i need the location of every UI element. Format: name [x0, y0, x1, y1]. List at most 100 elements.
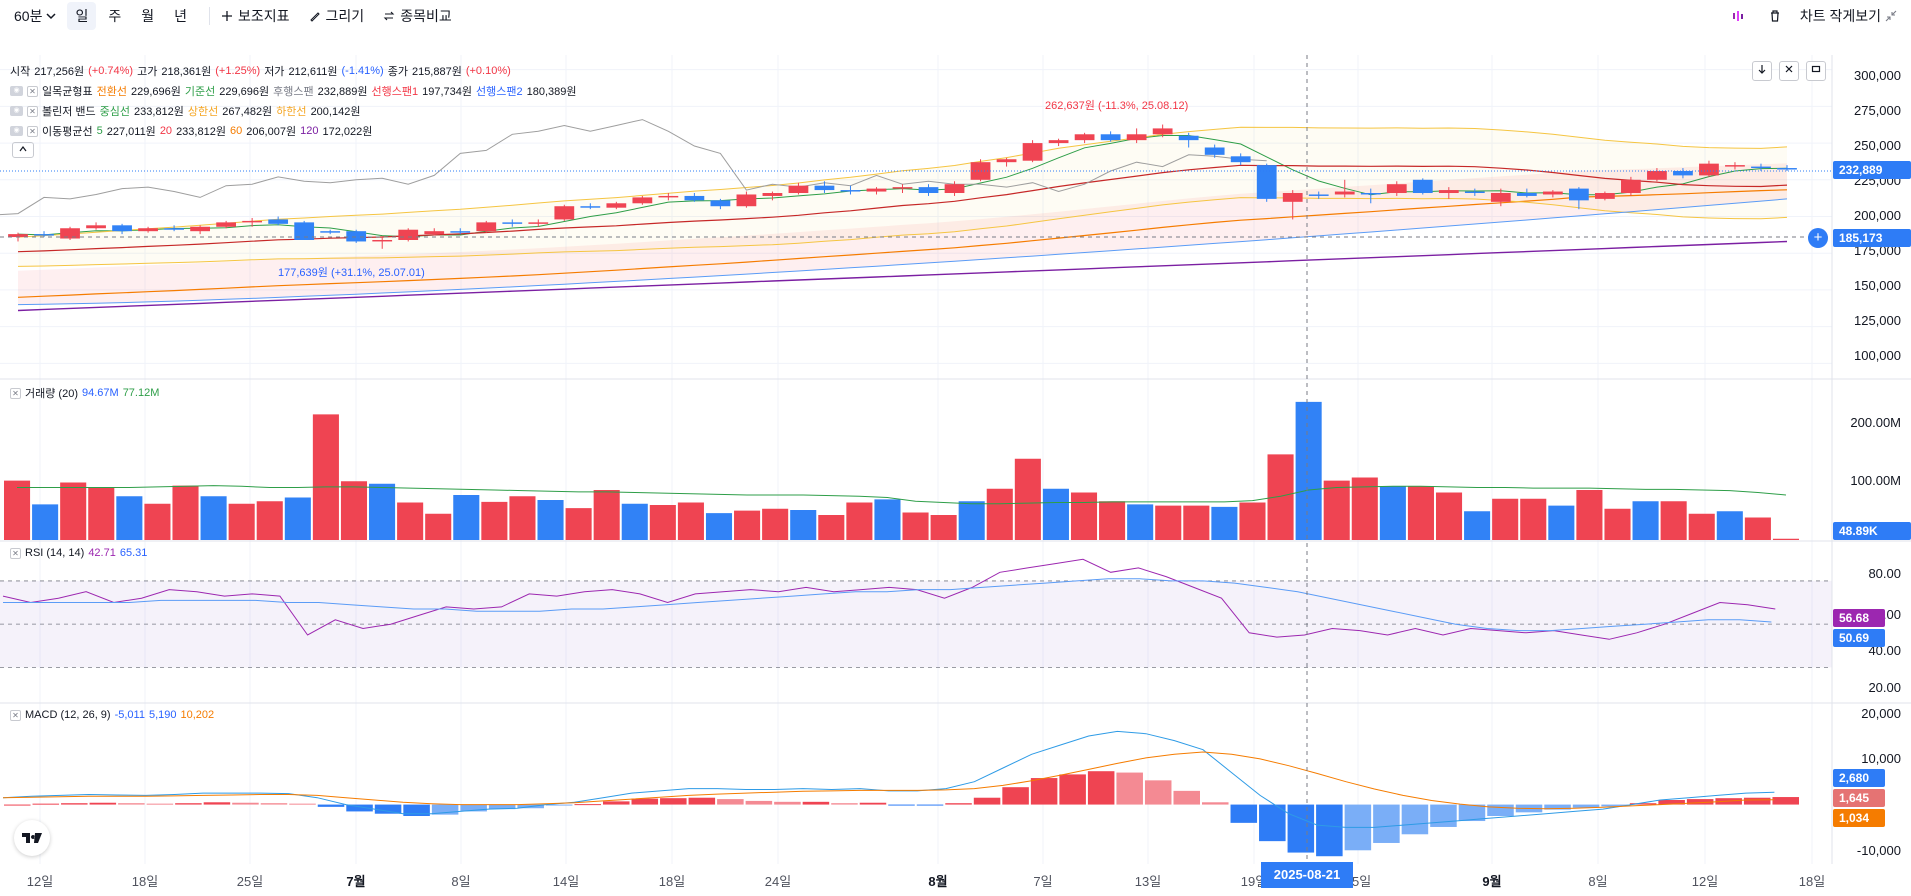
macd-histogram-bar — [146, 803, 174, 805]
time-axis-label: 24일 — [764, 874, 792, 889]
macd-histogram-bar — [488, 804, 516, 810]
time-axis-label: 25일 — [236, 874, 264, 889]
macd-histogram-bar — [545, 804, 573, 806]
delete-button[interactable] — [1768, 2, 1782, 30]
high-pct: (+1.25%) — [215, 65, 261, 77]
close-icon[interactable]: ✕ — [10, 547, 21, 559]
close-icon[interactable]: ✕ — [27, 125, 38, 137]
price-axis-label: 300,000 — [1854, 68, 1901, 83]
price-axis-label: 100,000 — [1854, 348, 1901, 363]
low-value: 212,611원 — [288, 66, 338, 78]
macd-v1: -5,011 — [114, 709, 145, 721]
volume-bar — [621, 503, 648, 540]
compare-button[interactable]: 종목비교 — [382, 2, 452, 30]
candle-body — [554, 206, 575, 220]
shrink-chart-label: 차트 작게보기 — [1799, 8, 1881, 24]
interval-select[interactable]: 60분 — [14, 2, 57, 30]
collapse-legend-button[interactable] — [12, 142, 34, 158]
volume-bar — [32, 504, 59, 540]
period-year[interactable]: 년 — [174, 8, 188, 24]
volume-bar — [1744, 517, 1771, 540]
candle-body — [242, 220, 263, 223]
candle-body — [1204, 147, 1225, 155]
add-alert-button[interactable]: + — [1808, 228, 1828, 248]
macd-histogram-bar — [32, 803, 60, 805]
candle-body — [1100, 134, 1121, 141]
time-axis-label: 8월 — [928, 874, 948, 889]
swap-icon — [382, 9, 396, 23]
volume-bar — [256, 501, 283, 540]
indicators-button[interactable]: 보조지표 — [220, 2, 290, 30]
scroll-down-button[interactable] — [1752, 61, 1772, 81]
volume-bar — [902, 512, 929, 540]
candle-body — [1074, 134, 1095, 141]
rsi-pane — [0, 558, 1832, 668]
macd-histogram-bar — [260, 803, 288, 805]
shrink-chart-button[interactable]: 차트 작게보기 — [1800, 2, 1897, 30]
macd-histogram-bar — [1202, 802, 1229, 805]
macd-histogram-bar — [1458, 804, 1486, 822]
volume-v1: 94.67M — [81, 387, 119, 399]
candle-body — [1126, 134, 1147, 141]
volume-v2: 77.12M — [122, 387, 160, 399]
interval-label: 60분 — [14, 8, 43, 24]
close-icon[interactable]: ✕ — [27, 85, 38, 97]
eye-icon[interactable]: ◉ — [10, 126, 23, 136]
price-axis-label: 150,000 — [1854, 278, 1901, 293]
volume-bar — [1070, 492, 1098, 540]
period-week[interactable]: 주 — [108, 8, 122, 24]
macd-histogram-bar — [1772, 797, 1799, 805]
macd-histogram-bar — [1544, 804, 1571, 810]
ma60-period: 60 — [229, 125, 243, 137]
candle-body — [294, 222, 315, 240]
volume-bar — [1435, 492, 1463, 540]
volume-bar — [762, 508, 789, 540]
candle-body — [1595, 193, 1615, 199]
close-icon[interactable]: ✕ — [27, 105, 38, 117]
period-month[interactable]: 월 — [141, 8, 155, 24]
volume-bar — [172, 485, 199, 540]
tv-logo-icon — [22, 833, 42, 843]
collapse-icon — [1785, 65, 1793, 73]
rsi-line — [2, 558, 1776, 640]
chart-canvas[interactable] — [0, 32, 1911, 896]
candle-body — [1542, 191, 1563, 195]
candle-body — [112, 225, 132, 232]
maximize-pane-button[interactable] — [1806, 61, 1826, 81]
volume-bar — [1267, 454, 1294, 540]
rsi-v2: 65.31 — [119, 547, 148, 559]
macd-histogram-bar — [1487, 804, 1514, 816]
macd-histogram-bar — [1230, 804, 1258, 823]
collapse-pane-button[interactable] — [1779, 61, 1799, 81]
draw-button[interactable]: 그리기 — [308, 2, 364, 30]
volume-bar — [790, 510, 817, 540]
eye-icon[interactable]: ◉ — [10, 106, 23, 116]
price-axis-label: 125,000 — [1854, 313, 1901, 328]
crosshair-date-tag: 2025-08-21 — [1261, 862, 1353, 888]
candle-body — [424, 231, 445, 235]
rsi-axis-label: 20.00 — [1868, 680, 1901, 695]
period-day[interactable]: 일 — [67, 2, 97, 30]
spanA-value: 197,734원 — [422, 86, 473, 98]
macd-histogram-bar — [916, 804, 944, 806]
candle-body — [86, 225, 106, 229]
low-annotation: 177,639원 (+31.1%, 25.07.01) — [278, 267, 425, 279]
volume-bar — [930, 515, 957, 540]
close-icon[interactable]: ✕ — [10, 387, 21, 399]
candle-body — [918, 187, 939, 194]
close-icon[interactable]: ✕ — [10, 709, 21, 721]
candle-body — [710, 200, 731, 207]
tradingview-logo[interactable] — [14, 820, 50, 856]
macd-histogram-bar — [774, 801, 801, 805]
volume-bar — [509, 496, 536, 540]
chart-style-button[interactable] — [1732, 2, 1746, 30]
chart-grid — [0, 55, 1832, 864]
eye-icon[interactable]: ◉ — [10, 86, 23, 96]
volume-bar — [312, 414, 339, 540]
volume-bar — [958, 501, 985, 540]
volume-bar — [1660, 501, 1687, 540]
ma-legend: ◉ ✕ 이동평균선 5 227,011원 20 233,812원 60 206,… — [10, 123, 372, 139]
candle-body — [60, 228, 80, 239]
volume-bar — [397, 502, 424, 540]
macd-histogram-bar — [973, 797, 1001, 805]
